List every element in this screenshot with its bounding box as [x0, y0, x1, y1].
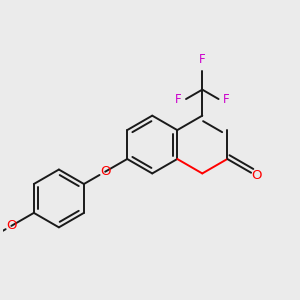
Text: O: O	[6, 219, 16, 232]
Text: F: F	[223, 92, 230, 106]
Text: O: O	[251, 169, 262, 182]
Text: F: F	[199, 53, 206, 67]
Text: O: O	[100, 165, 110, 178]
Text: F: F	[175, 92, 182, 106]
